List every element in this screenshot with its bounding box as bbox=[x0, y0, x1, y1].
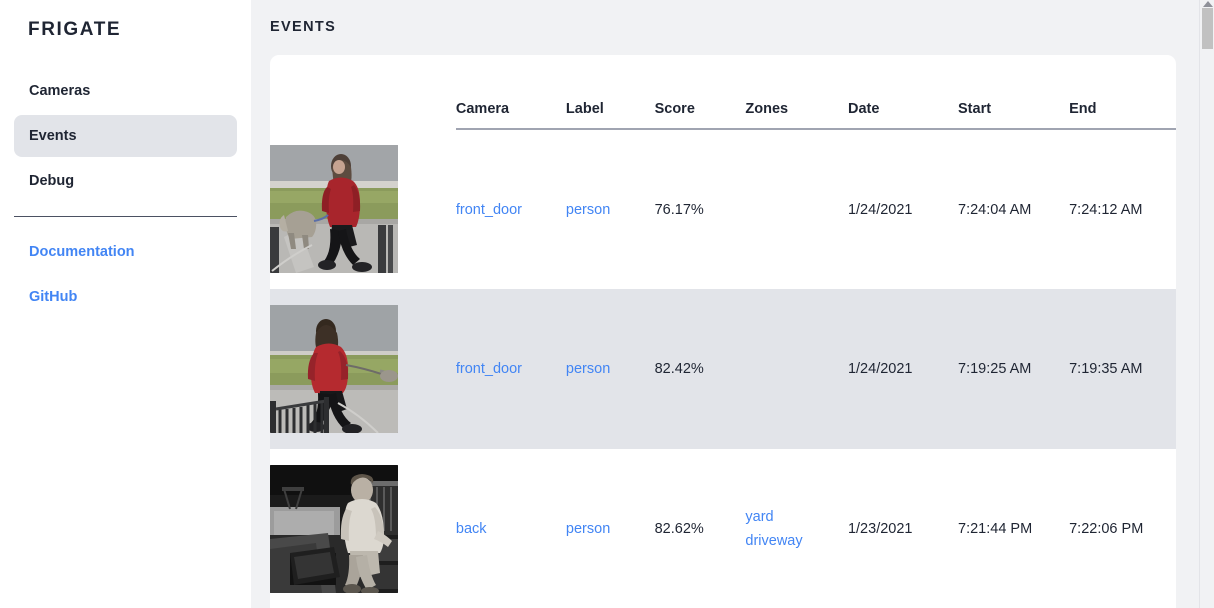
events-table-body: front_door person 76.17% 1/24/2021 7:24:… bbox=[270, 129, 1176, 608]
sidebar: FRIGATE Cameras Events Debug Documentati… bbox=[0, 0, 251, 608]
sidebar-divider bbox=[14, 216, 237, 217]
events-table-head: Camera Label Score Zones Date Start End bbox=[270, 55, 1176, 130]
table-row[interactable]: back person 82.62% yard driveway 1/23/20… bbox=[270, 449, 1176, 608]
event-thumbnail-1[interactable] bbox=[270, 145, 398, 273]
event-zones-cell bbox=[745, 129, 848, 289]
event-thumbnail-cell bbox=[270, 129, 456, 289]
event-score-cell: 82.62% bbox=[654, 521, 704, 537]
page-scrollbar-thumb[interactable] bbox=[1202, 8, 1213, 49]
event-label-cell: person bbox=[566, 129, 655, 289]
column-header-thumbnail bbox=[270, 55, 456, 129]
sidebar-item-cameras[interactable]: Cameras bbox=[29, 83, 91, 99]
event-label-link[interactable]: person bbox=[565, 201, 611, 218]
event-camera-cell: back bbox=[456, 449, 566, 608]
table-row[interactable]: front_door person 82.42% 1/24/2021 7:19:… bbox=[270, 289, 1176, 449]
table-row[interactable]: front_door person 76.17% 1/24/2021 7:24:… bbox=[270, 129, 1176, 289]
column-header-label[interactable]: Label bbox=[565, 55, 655, 130]
event-date-cell: 1/24/2021 bbox=[847, 289, 958, 449]
sidebar-item-events[interactable]: Events bbox=[14, 115, 237, 157]
event-thumbnail-3[interactable] bbox=[270, 465, 398, 593]
event-zones-cell bbox=[745, 289, 848, 449]
event-label-cell: person bbox=[566, 449, 655, 608]
sidebar-link-documentation[interactable]: Documentation bbox=[29, 244, 135, 260]
event-label-link[interactable]: person bbox=[565, 361, 611, 377]
table-header-row: Camera Label Score Zones Date Start End bbox=[270, 55, 1176, 130]
event-camera-cell: front_door bbox=[455, 289, 566, 449]
event-label-link[interactable]: person bbox=[565, 521, 611, 537]
app-brand-title: FRIGATE bbox=[28, 19, 122, 40]
column-header-camera[interactable]: Camera bbox=[455, 55, 566, 130]
event-end-cell: 7:22:06 PM bbox=[1069, 521, 1144, 537]
event-start-cell: 7:24:04 AM bbox=[958, 201, 1032, 218]
events-table: Camera Label Score Zones Date Start End bbox=[270, 55, 1176, 608]
sidebar-nav: Cameras Events Debug bbox=[0, 70, 251, 202]
event-thumbnail-cell bbox=[270, 449, 456, 608]
page-scrollbar[interactable] bbox=[1199, 0, 1214, 608]
sidebar-link-github[interactable]: GitHub bbox=[29, 289, 78, 305]
sidebar-item-debug[interactable]: Debug bbox=[29, 173, 75, 189]
column-header-date[interactable]: Date bbox=[847, 55, 958, 130]
column-header-score[interactable]: Score bbox=[654, 55, 746, 130]
event-start-cell: 7:19:25 AM bbox=[958, 289, 1070, 449]
page-title: EVENTS bbox=[270, 19, 337, 35]
event-end-cell: 7:19:35 AM bbox=[1069, 289, 1176, 449]
event-zone-link[interactable]: yard bbox=[745, 509, 774, 525]
event-camera-link[interactable]: back bbox=[455, 521, 487, 537]
event-start-cell: 7:21:44 PM bbox=[958, 521, 1033, 537]
column-header-zones[interactable]: Zones bbox=[745, 55, 848, 130]
event-date-cell: 1/23/2021 bbox=[847, 521, 913, 537]
event-score-cell: 76.17% bbox=[654, 201, 704, 218]
event-date-cell: 1/24/2021 bbox=[847, 201, 913, 218]
event-score-cell: 82.42% bbox=[654, 289, 746, 449]
event-label-cell: person bbox=[565, 289, 655, 449]
scroll-up-arrow-icon[interactable] bbox=[1203, 1, 1213, 7]
sidebar-external-links: Documentation GitHub bbox=[0, 231, 251, 318]
main-content: EVENTS Camera Label Score Zones Date Sta… bbox=[251, 0, 1214, 608]
column-header-start[interactable]: Start bbox=[958, 55, 1070, 130]
event-camera-link[interactable]: front_door bbox=[455, 201, 522, 218]
event-thumbnail-2[interactable] bbox=[270, 305, 398, 433]
event-end-cell: 7:24:12 AM bbox=[1069, 201, 1143, 218]
event-camera-cell: front_door bbox=[456, 129, 566, 289]
event-camera-link[interactable]: front_door bbox=[455, 361, 522, 377]
event-thumbnail-cell bbox=[270, 289, 456, 449]
event-zone-link[interactable]: driveway bbox=[745, 533, 803, 549]
column-header-end[interactable]: End bbox=[1069, 55, 1176, 130]
events-card: Camera Label Score Zones Date Start End bbox=[270, 55, 1176, 608]
event-zones-cell: yard driveway bbox=[745, 449, 848, 608]
